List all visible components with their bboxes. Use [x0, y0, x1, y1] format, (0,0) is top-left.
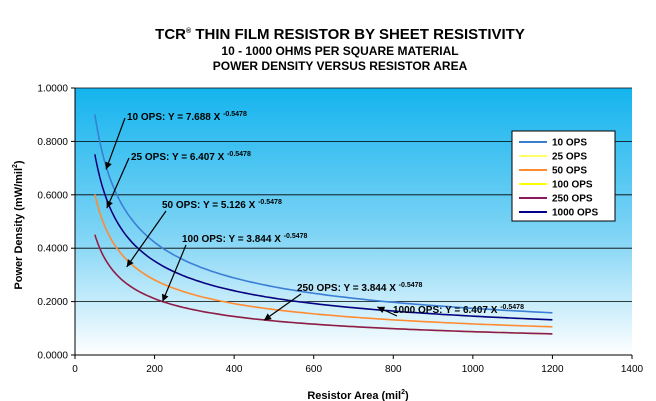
x-ticks: 0 200 400 600 800 1000 1200 1400: [72, 355, 644, 375]
y-tick-label: 0.2000: [37, 297, 68, 308]
y-tick-label: 0.4000: [37, 244, 68, 255]
x-tick-label: 1200: [541, 364, 564, 375]
annotation-arrowhead: [263, 313, 272, 321]
x-tick-label: 200: [146, 364, 163, 375]
y-axis-label: Power Density (mW/mil2): [12, 160, 25, 290]
x-axis-label: Resistor Area (mil2): [307, 389, 409, 401]
x-tick-label: 1400: [621, 364, 644, 375]
annotation-arrow: [106, 157, 130, 209]
y-tick-label: 0.8000: [37, 137, 68, 148]
y-ticks: 0.0000 0.2000 0.4000 0.6000 0.8000 1.0000: [37, 84, 75, 362]
annotation-arrow: [263, 293, 302, 321]
legend: 10 OPS 25 OPS 50 OPS 100 OPS 250 OPS 1000 OPS: [511, 130, 616, 222]
annotation-arrow: [126, 210, 167, 268]
annotation-arrowhead: [106, 200, 113, 209]
annotation-label: 100 OPS: Y = 3.844 X -0.5478: [182, 233, 308, 245]
annotation-label: 10 OPS: Y = 7.688 X -0.5478: [127, 111, 247, 123]
axes: [74, 88, 632, 356]
y-tick-label: 0.0000: [37, 351, 68, 362]
legend-label: 50 OPS: [552, 166, 587, 177]
series-lines: [94, 114, 553, 335]
legend-label: 250 OPS: [552, 194, 593, 205]
legend-label: 1000 OPS: [552, 208, 598, 219]
x-tick-label: 800: [385, 364, 402, 375]
x-tick-label: 0: [72, 364, 78, 375]
y-tick-label: 1.0000: [37, 84, 68, 95]
series-line: [94, 194, 553, 328]
series-line: [94, 234, 553, 335]
annotation-arrowhead: [126, 259, 134, 267]
annotation-arrowhead: [105, 161, 112, 170]
x-tick-label: 600: [305, 364, 322, 375]
chart-subtitle-2: POWER DENSITY VERSUS RESISTOR AREA: [213, 59, 468, 73]
annotation-arrowhead: [377, 306, 386, 314]
y-tick-label: 0.6000: [37, 190, 68, 201]
annotation-arrow: [105, 117, 126, 170]
series-line: [94, 154, 553, 321]
annotation-label: 1000 OPS: Y = 6.407 X -0.5478: [393, 304, 524, 316]
legend-label: 25 OPS: [552, 152, 587, 163]
legend-label: 10 OPS: [552, 138, 587, 149]
annotation-label: 50 OPS: Y = 5.126 X -0.5478: [162, 199, 282, 211]
x-tick-label: 400: [226, 364, 243, 375]
series-line: [94, 114, 553, 314]
annotation-arrow: [161, 244, 187, 302]
chart-title: TCR® THIN FILM RESISTOR BY SHEET RESISTI…: [155, 26, 525, 43]
annotations: 10 OPS: Y = 7.688 X -0.5478 25 OPS: Y = 6…: [105, 111, 524, 321]
legend-label: 100 OPS: [552, 180, 593, 191]
annotation-label: 250 OPS: Y = 3.844 X -0.5478: [297, 282, 423, 294]
annotation-label: 25 OPS: Y = 6.407 X -0.5478: [131, 151, 251, 163]
annotation-arrowhead: [161, 293, 169, 302]
chart-subtitle-1: 10 - 1000 OHMS PER SQUARE MATERIAL: [221, 44, 458, 58]
legend-box: [511, 130, 616, 222]
x-tick-label: 1000: [462, 364, 485, 375]
